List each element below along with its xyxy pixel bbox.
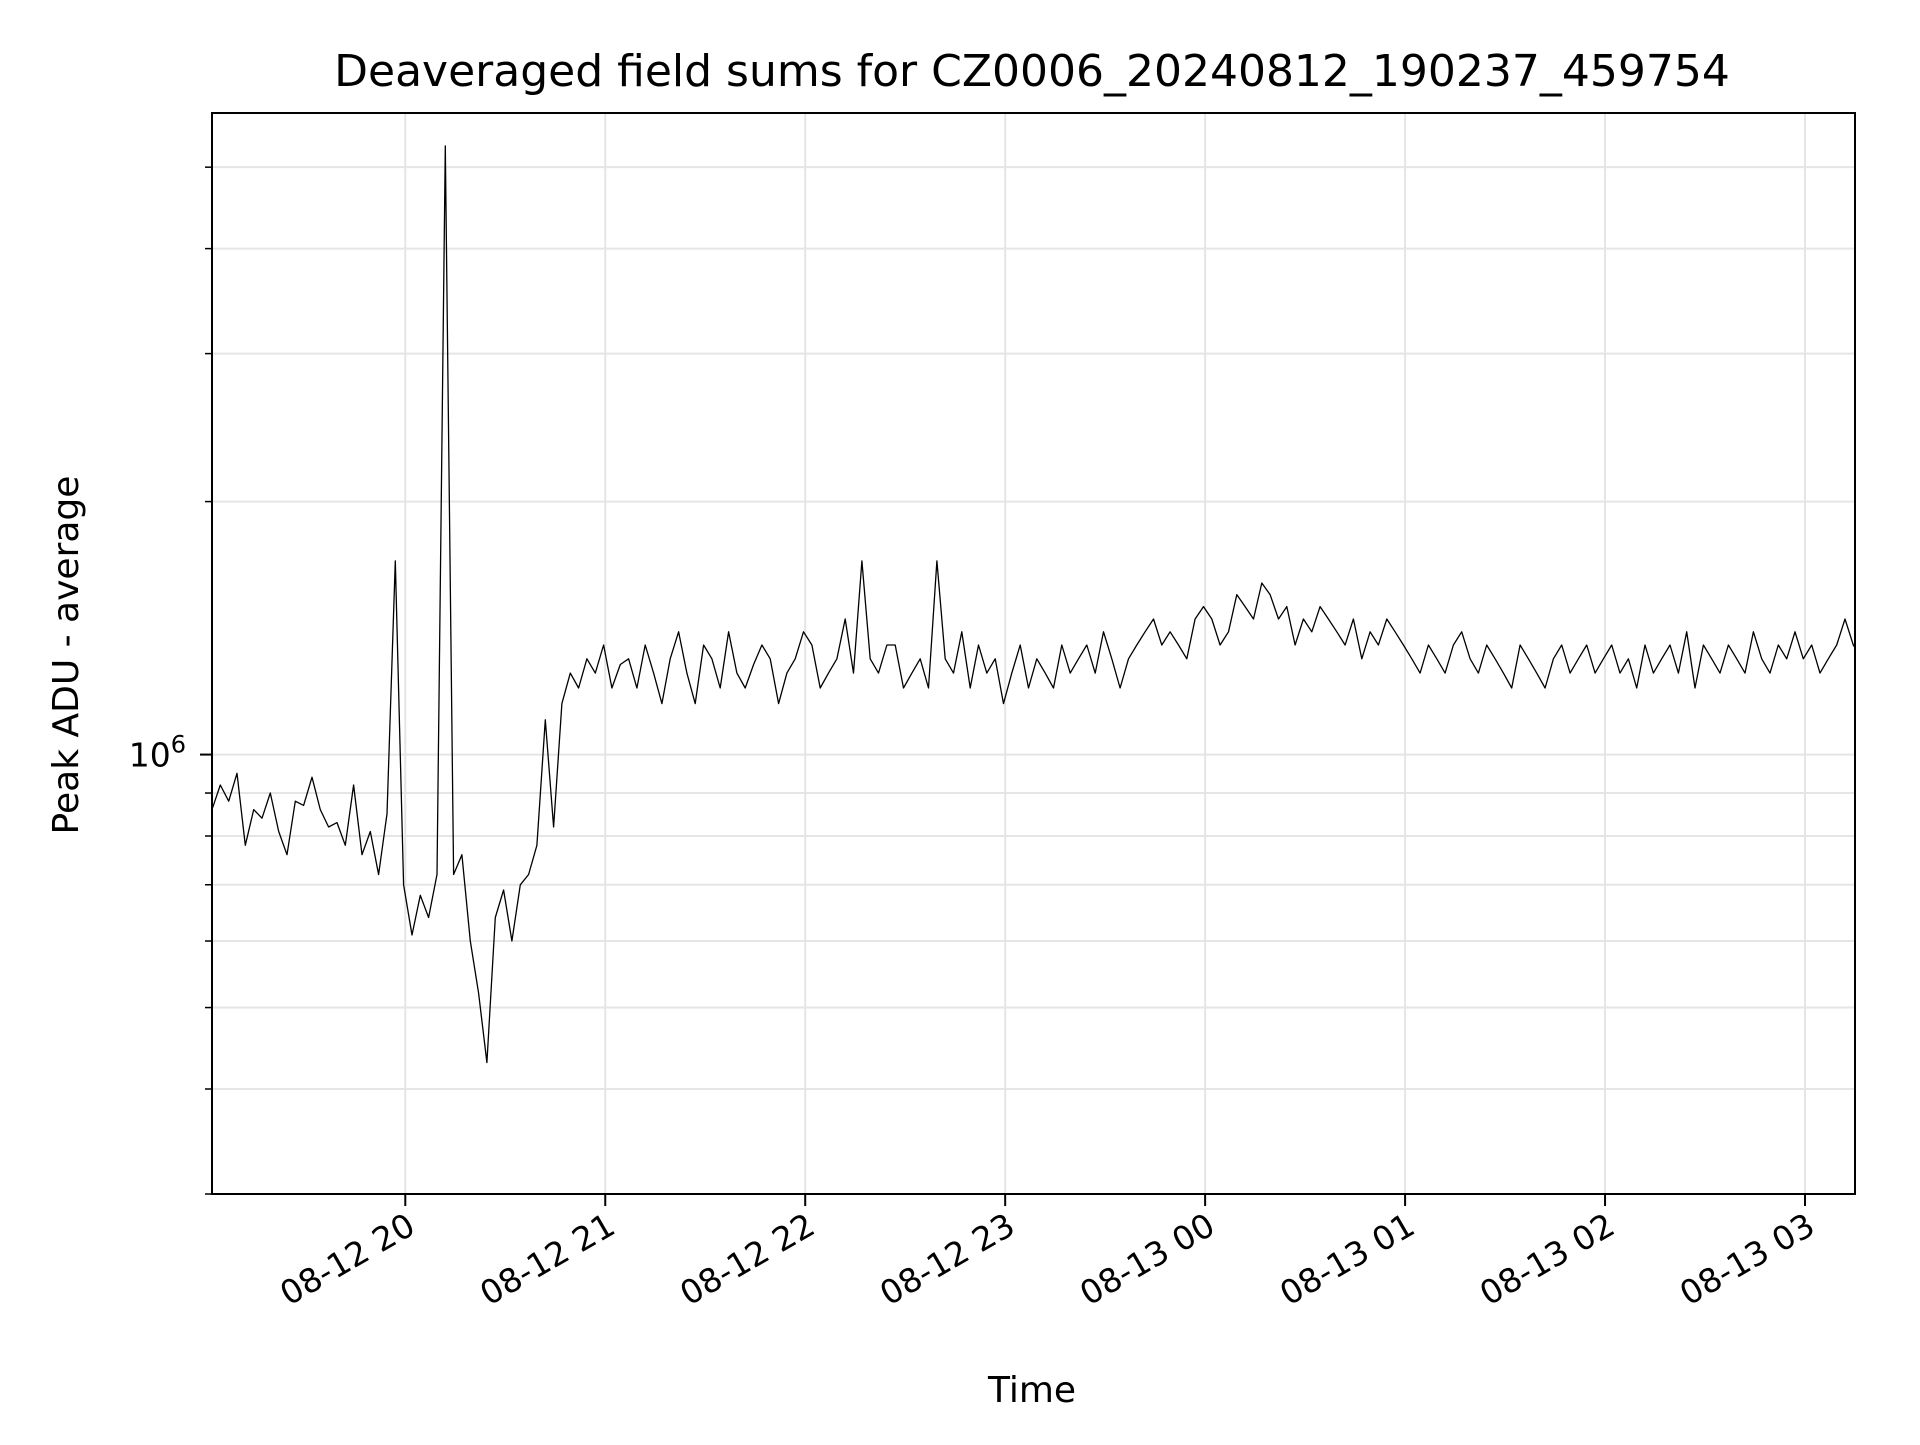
axes-frame: [211, 112, 1856, 1195]
x-axis-label: Time: [987, 1370, 1076, 1411]
series-line: [212, 145, 1855, 1064]
grid: [212, 113, 1855, 1195]
chart-title: Deaveraged field sums for CZ0006_2024081…: [334, 46, 1730, 97]
plot-area: [212, 145, 1855, 1064]
y-tick-label: 106: [129, 731, 186, 775]
y-axis-label: Peak ADU - average: [46, 476, 87, 835]
